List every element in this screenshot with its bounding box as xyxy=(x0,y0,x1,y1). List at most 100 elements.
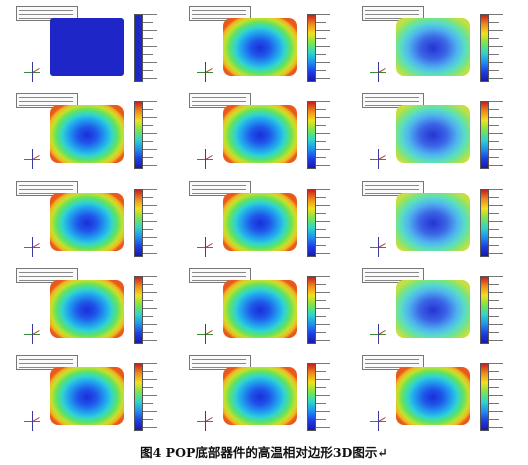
colorbar-tick xyxy=(143,189,157,190)
colorbar-tick xyxy=(143,54,153,55)
colorbar-tick xyxy=(316,141,326,142)
colorbar-tick xyxy=(316,149,330,150)
info-text-line xyxy=(19,10,73,11)
colorbar-tick xyxy=(143,332,153,333)
info-text-line xyxy=(365,280,405,281)
contour-panel xyxy=(356,353,524,437)
info-text-line xyxy=(365,105,405,106)
info-text-line xyxy=(192,189,246,190)
colorbar-tick xyxy=(143,387,153,388)
colorbar xyxy=(134,101,143,169)
info-text-line xyxy=(192,359,246,360)
colorbar-tick xyxy=(143,46,157,47)
colorbar xyxy=(480,189,489,257)
colorbar-tick xyxy=(489,229,499,230)
info-text-line xyxy=(192,272,246,273)
warpage-contour-plate xyxy=(50,18,124,76)
colorbar-tick xyxy=(489,316,499,317)
colorbar-tick xyxy=(489,308,503,309)
panel-info-box xyxy=(189,355,251,370)
colorbar-tick xyxy=(316,205,330,206)
colorbar-tick xyxy=(489,101,503,102)
colorbar-tick xyxy=(316,70,326,71)
contour-panel xyxy=(183,4,351,88)
warpage-contour-plate xyxy=(50,280,124,338)
colorbar-tick xyxy=(489,30,503,31)
colorbar-tick xyxy=(143,245,153,246)
colorbar-tick-marks xyxy=(143,101,163,167)
info-text-line xyxy=(19,363,73,364)
contour-panel xyxy=(183,91,351,175)
colorbar-tick xyxy=(316,245,326,246)
colorbar-tick xyxy=(316,46,330,47)
colorbar-tick xyxy=(489,363,503,364)
colorbar-tick xyxy=(143,411,157,412)
colorbar-tick-marks xyxy=(489,363,509,429)
colorbar-tick-marks xyxy=(316,14,336,80)
colorbar-tick xyxy=(489,221,503,222)
info-text-line xyxy=(192,185,246,186)
colorbar-tick xyxy=(143,117,157,118)
panel-info-box xyxy=(189,93,251,108)
colorbar-tick xyxy=(143,70,153,71)
info-text-line xyxy=(192,280,232,281)
panel-info-box xyxy=(16,93,78,108)
colorbar-tick xyxy=(316,316,326,317)
colorbar-tick-marks xyxy=(316,189,336,255)
colorbar-tick xyxy=(316,340,330,341)
colorbar-tick xyxy=(316,30,330,31)
info-text-line xyxy=(365,14,419,15)
warpage-contour-plate xyxy=(50,193,124,251)
colorbar-tick xyxy=(143,133,157,134)
colorbar-tick xyxy=(489,324,503,325)
colorbar xyxy=(134,276,143,344)
info-text-line xyxy=(365,359,419,360)
info-text-line xyxy=(19,18,59,19)
colorbar-tick-marks xyxy=(489,14,509,80)
colorbar-tick-marks xyxy=(489,276,509,342)
colorbar-tick xyxy=(489,46,503,47)
colorbar-tick xyxy=(316,284,326,285)
colorbar-tick xyxy=(143,197,153,198)
panel-info-box xyxy=(362,268,424,283)
panel-info-box xyxy=(362,93,424,108)
colorbar-tick xyxy=(316,387,326,388)
colorbar-tick xyxy=(316,324,330,325)
colorbar-tick xyxy=(316,292,330,293)
colorbar-tick xyxy=(316,125,326,126)
colorbar-tick xyxy=(489,54,499,55)
panel-info-box xyxy=(16,6,78,21)
panel-info-box xyxy=(16,181,78,196)
colorbar-tick xyxy=(143,125,153,126)
info-text-line xyxy=(19,14,73,15)
warpage-contour-plate xyxy=(50,367,124,425)
colorbar-tick xyxy=(316,371,326,372)
contour-panel xyxy=(10,353,178,437)
contour-panel xyxy=(356,179,524,263)
info-text-line xyxy=(19,272,73,273)
figure-caption: 图4 POP底部器件的高温相对边形3D图示↵ xyxy=(140,445,388,460)
info-text-line xyxy=(19,101,73,102)
colorbar xyxy=(307,101,316,169)
colorbar-tick xyxy=(489,379,503,380)
info-text-line xyxy=(19,359,73,360)
contour-panel xyxy=(183,179,351,263)
colorbar-tick xyxy=(489,332,499,333)
colorbar-tick xyxy=(489,419,499,420)
colorbar xyxy=(307,189,316,257)
info-text-line xyxy=(365,10,419,11)
colorbar xyxy=(307,276,316,344)
panel-info-box xyxy=(362,6,424,21)
colorbar xyxy=(480,363,489,431)
warpage-contour-plate xyxy=(223,367,297,425)
colorbar-tick xyxy=(143,62,157,63)
colorbar-tick xyxy=(316,78,330,79)
colorbar-tick xyxy=(143,149,157,150)
warpage-contour-plate xyxy=(396,105,470,163)
info-text-line xyxy=(365,193,405,194)
colorbar-tick xyxy=(316,54,326,55)
colorbar-tick xyxy=(316,237,330,238)
colorbar-tick xyxy=(316,14,330,15)
panel-info-box xyxy=(189,181,251,196)
colorbar-tick xyxy=(143,300,153,301)
